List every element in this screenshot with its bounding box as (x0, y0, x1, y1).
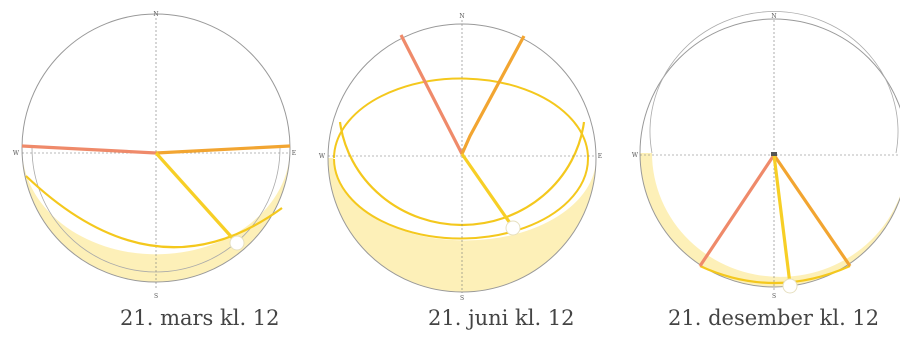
sun-path (25, 175, 283, 249)
sun-marker (229, 235, 245, 251)
sun-band (328, 158, 596, 292)
sunset-ray (698, 154, 776, 267)
sun-band (22, 148, 290, 282)
sunset-ray (399, 34, 464, 155)
caption-june: 21. juni kl. 12 (428, 306, 575, 330)
compass-n: N (771, 13, 776, 20)
compass-s: S (772, 293, 776, 300)
compass-w: W (632, 152, 639, 159)
sun-path-ellipse (333, 77, 589, 240)
sky-dome-outline (639, 18, 900, 288)
noon-sun-ray (154, 151, 238, 244)
compass-w: W (13, 150, 20, 157)
compass-s: S (154, 293, 158, 300)
caption-december: 21. desember kl. 12 (668, 306, 880, 330)
sunset-ray (21, 144, 157, 155)
observer-point (771, 152, 777, 156)
compass-s: S (460, 295, 464, 302)
compass-n: N (153, 11, 158, 18)
horizon-arc (649, 11, 899, 154)
noon-sun-ray (460, 153, 514, 227)
caption-march: 21. mars kl. 12 (120, 306, 280, 330)
compass-e: E (292, 150, 296, 157)
sun-marker (505, 220, 521, 236)
sunrise-ray (772, 154, 852, 267)
sun-diagram-march: N S W E (13, 11, 296, 300)
sun-path (699, 264, 851, 284)
compass-n: N (459, 13, 464, 20)
sun-band (640, 153, 900, 287)
noon-sun-ray (772, 154, 792, 285)
sun-diagram-december: N S W (632, 11, 900, 300)
sunrise-ray (460, 35, 526, 155)
sunrise-ray (155, 144, 291, 155)
sun-marker (782, 278, 798, 294)
sun-diagram-june: N S W E (319, 13, 602, 302)
compass-w: W (319, 153, 326, 160)
compass-e: E (598, 153, 602, 160)
